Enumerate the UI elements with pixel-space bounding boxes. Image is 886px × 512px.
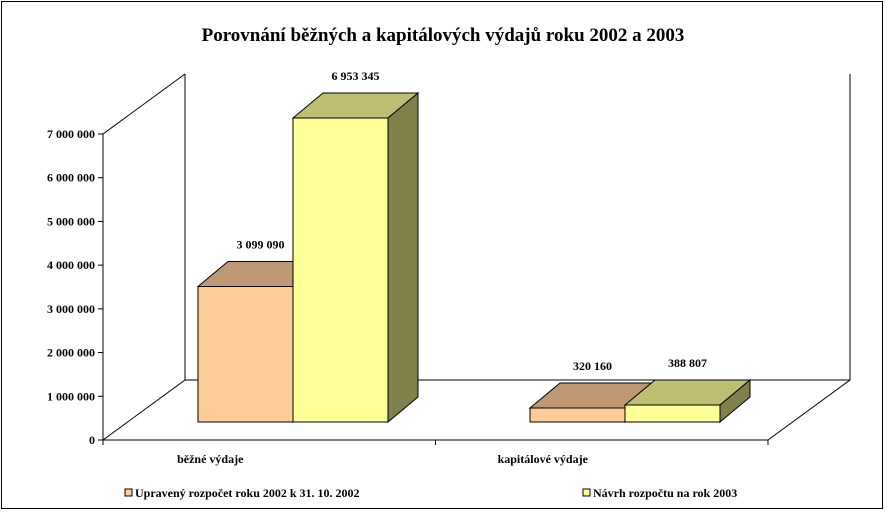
bar <box>623 378 752 424</box>
data-labels: 3 099 090 6 953 345 320 160 388 807 <box>237 69 708 373</box>
data-label: 320 160 <box>573 359 612 373</box>
y-tick-label: 4 000 000 <box>47 258 95 272</box>
data-label: 3 099 090 <box>237 238 285 252</box>
bar-front <box>624 404 721 423</box>
floor-right-edge <box>767 379 851 441</box>
legend-swatch <box>582 488 591 497</box>
bar <box>291 91 420 424</box>
y-tick-label: 1 000 000 <box>47 389 95 403</box>
legend-swatch <box>124 488 133 497</box>
data-label: 6 953 345 <box>332 69 380 83</box>
x-tick-label: kapitálové výdaje <box>498 452 589 466</box>
data-label: 388 807 <box>668 356 707 370</box>
y-axis: 0 1 000 000 2 000 000 3 000 000 4 000 000 5 0… <box>47 127 103 447</box>
bar-front <box>197 286 294 423</box>
left-wall-edge <box>102 73 186 440</box>
bar-side <box>387 91 419 424</box>
floor-left-edge <box>102 379 186 441</box>
y-tick-label: 6 000 000 <box>47 171 95 185</box>
y-tick-label: 0 <box>89 433 95 447</box>
y-tick-label: 5 000 000 <box>47 214 95 228</box>
back-wall <box>184 74 851 381</box>
bar-front <box>292 117 389 423</box>
y-tick-label: 7 000 000 <box>47 127 95 141</box>
chart-title: Porovnání běžných a kapitálových výdajů … <box>202 25 685 46</box>
bar-front <box>529 407 626 423</box>
y-tick-label: 3 000 000 <box>47 302 95 316</box>
x-axis: běžné výdaje kapitálové výdaje <box>102 440 769 466</box>
legend: Upravený rozpočet roku 2002 k 31. 10. 20… <box>124 486 737 500</box>
legend-entry: Upravený rozpočet roku 2002 k 31. 10. 20… <box>135 486 360 500</box>
legend-entry: Návrh rozpočtu na rok 2003 <box>593 486 737 500</box>
y-tick-label: 2 000 000 <box>47 346 95 360</box>
bar-side <box>719 378 751 424</box>
bars <box>196 91 752 424</box>
x-tick-label: běžné výdaje <box>177 452 244 466</box>
